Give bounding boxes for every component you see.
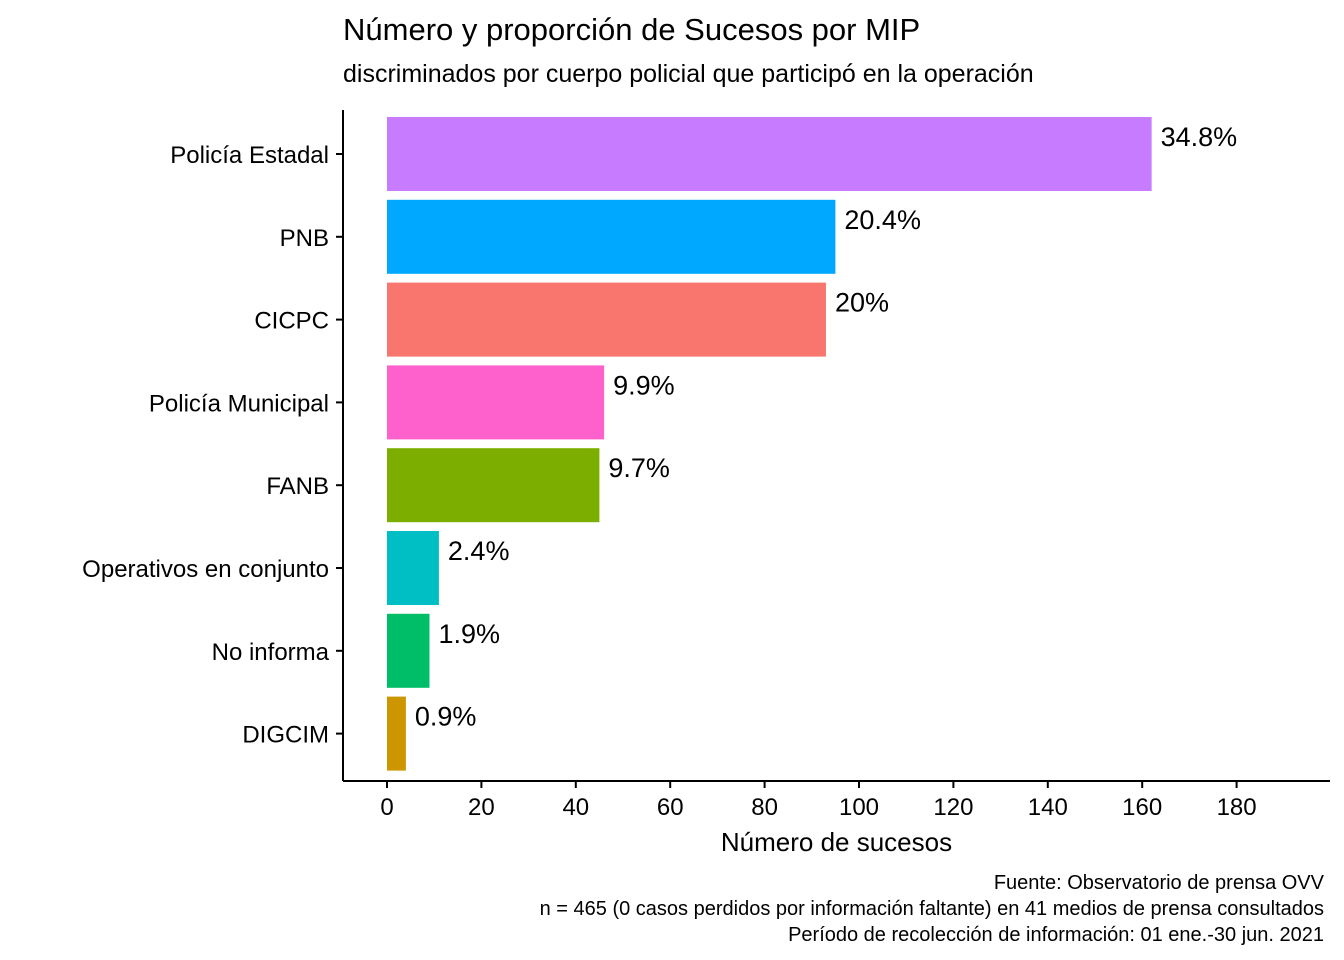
caption-source: Fuente: Observatorio de prensa OVV — [993, 872, 1324, 894]
y-tick-label: No informa — [212, 639, 330, 666]
x-tick-label: 120 — [933, 794, 973, 821]
x-tick-label: 60 — [657, 794, 684, 821]
data-labels-layer: 34.8% 20.4% 20% 9.9% 9.7% 2.4% 1.9% 0.9% — [415, 122, 1237, 732]
bar — [387, 365, 605, 440]
x-tick-label: 100 — [839, 794, 879, 821]
data-label: 9.9% — [613, 370, 675, 400]
data-label: 0.9% — [415, 702, 477, 732]
chart-subtitle: discriminados por cuerpo policial que pa… — [343, 60, 1034, 88]
y-tick-label: PNB — [280, 225, 329, 252]
data-label: 34.8% — [1161, 122, 1238, 152]
data-label: 9.7% — [608, 453, 670, 483]
x-axis: 0 20 40 60 80 100 120 140 160 180 — [343, 780, 1330, 821]
bar — [387, 199, 836, 274]
data-label: 20% — [835, 288, 889, 318]
x-tick-label: 160 — [1122, 794, 1162, 821]
x-tick-label: 180 — [1217, 794, 1257, 821]
bar — [387, 613, 430, 688]
bar — [387, 282, 826, 357]
data-label: 1.9% — [438, 619, 500, 649]
bar — [387, 448, 600, 523]
x-tick-label: 0 — [380, 794, 393, 821]
data-label: 2.4% — [448, 536, 510, 566]
caption: Fuente: Observatorio de prensa OVV n = 4… — [540, 870, 1324, 948]
y-axis: Policía Estadal PNB CICPC Policía Municipal… — [82, 110, 344, 781]
bars-layer — [387, 117, 1152, 771]
x-tick-label: 80 — [751, 794, 778, 821]
x-tick-label: 40 — [562, 794, 589, 821]
y-tick-label: Operativos en conjunto — [82, 556, 329, 583]
caption-sample: n = 465 (0 casos perdidos por informació… — [539, 898, 1324, 920]
bar — [387, 531, 439, 605]
y-tick-label: FANB — [266, 473, 329, 500]
bar — [387, 117, 1152, 191]
x-tick-label: 20 — [468, 794, 495, 821]
y-tick-label: Policía Municipal — [149, 390, 329, 417]
chart-title: Número y proporción de Sucesos por MIP — [343, 12, 921, 47]
y-tick-label: Policía Estadal — [170, 142, 329, 169]
y-tick-label: DIGCIM — [242, 722, 329, 749]
data-label: 20.4% — [844, 205, 921, 235]
x-axis-title: Número de sucesos — [721, 827, 952, 857]
x-tick-label: 140 — [1028, 794, 1068, 821]
caption-period: Período de recolección de información: 0… — [788, 924, 1324, 946]
bar — [387, 696, 406, 771]
y-tick-label: CICPC — [254, 308, 329, 335]
